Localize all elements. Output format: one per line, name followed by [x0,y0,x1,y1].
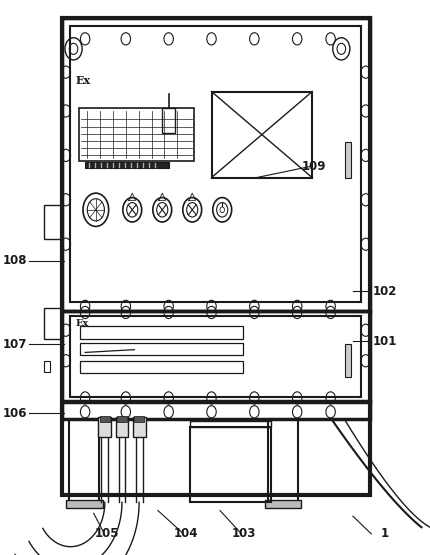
Bar [212,92,312,178]
Bar [190,421,271,427]
Text: 105: 105 [94,527,119,541]
Bar [43,361,50,372]
Text: Ex: Ex [75,319,89,328]
Bar [85,162,169,168]
Text: 104: 104 [174,527,198,541]
Bar [133,417,145,437]
Bar [117,416,127,422]
Bar [162,108,175,133]
Bar [80,343,243,355]
Bar [80,326,243,339]
Bar [79,108,194,161]
Text: 1: 1 [381,527,389,541]
Bar [61,401,370,419]
Bar [100,416,110,422]
Bar [345,344,351,377]
Text: 101: 101 [373,335,397,348]
Text: 109: 109 [302,160,326,173]
Bar [116,417,129,437]
Text: 107: 107 [3,337,28,351]
Bar [268,419,298,502]
Text: 108: 108 [3,254,28,268]
Bar [61,18,370,495]
Text: 102: 102 [373,285,397,298]
Bar [43,308,61,339]
Bar [70,316,362,397]
Bar [264,500,301,508]
Bar [61,18,370,311]
Bar [98,417,111,437]
Bar [70,26,362,302]
Text: Ex: Ex [75,75,90,87]
Bar [80,361,243,373]
Text: 103: 103 [231,527,256,541]
Bar [66,500,103,508]
Text: 106: 106 [3,407,28,420]
Bar [69,419,99,502]
Bar [134,416,144,422]
Bar [61,311,370,402]
Bar [190,427,271,502]
Bar [345,142,351,178]
Bar [43,205,61,239]
